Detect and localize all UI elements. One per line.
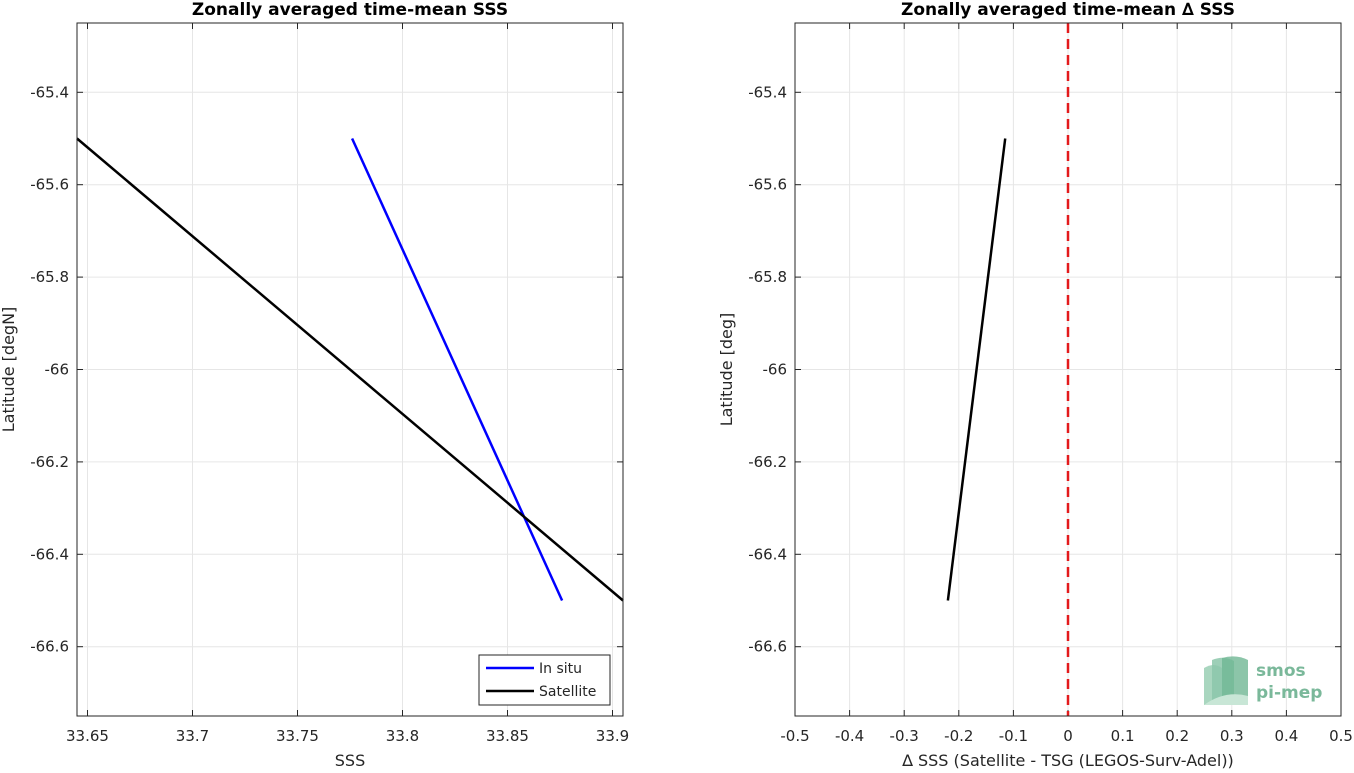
delta-sss-x-axis-label: ∆ SSS (Satellite - TSG (LEGOS-Surv-Adel)… bbox=[901, 751, 1234, 769]
delta-sss-y-tick-label: -66.4 bbox=[748, 545, 787, 563]
delta-sss-y-tick-label: -65.6 bbox=[748, 176, 787, 194]
delta-sss-y-tick-label: -66.6 bbox=[748, 638, 787, 656]
delta-sss-x-tick-label: 0.3 bbox=[1220, 727, 1244, 745]
logo-text-line1: smos bbox=[1256, 661, 1306, 681]
sss-y-tick-label: -66 bbox=[45, 361, 70, 379]
delta-sss-series-line-0 bbox=[946, 138, 1007, 601]
sss-panel: 33.65 33.7 33.75 33.8 33.85 33.9 -65.4 -65.6 -65… bbox=[0, 0, 629, 770]
delta-sss-chart-title: Zonally averaged time-mean ∆ SSS bbox=[901, 0, 1235, 20]
logo-waves-icon bbox=[1204, 656, 1248, 705]
sss-series-line-satellite bbox=[76, 137, 624, 602]
sss-y-tick-label: -65.6 bbox=[30, 176, 69, 194]
sss-axes-frame bbox=[76, 22, 624, 717]
sss-chart-title: Zonally averaged time-mean SSS bbox=[192, 0, 508, 20]
delta-sss-x-tick-label: 0.5 bbox=[1329, 727, 1353, 745]
legend-label-in-situ: In situ bbox=[539, 661, 582, 677]
sss-x-tick-label: 33.75 bbox=[276, 727, 319, 745]
delta-sss-panel: -0.5 -0.4 -0.3 -0.2 -0.1 0 0.1 0.2 0.3 0.4 0.5 -65.… bbox=[717, 0, 1353, 770]
delta-sss-axes-frame bbox=[794, 22, 1342, 717]
sss-y-tick-label: -66.4 bbox=[30, 545, 69, 563]
sss-legend: In situ Satellite bbox=[478, 654, 611, 706]
sss-ticks: 33.65 33.7 33.75 33.8 33.85 33.9 -65.4 -65.6 -65… bbox=[30, 23, 629, 745]
sss-x-tick-label: 33.7 bbox=[176, 727, 209, 745]
delta-sss-y-tick-label: -65.8 bbox=[748, 268, 787, 286]
delta-sss-x-tick-label: -0.3 bbox=[890, 727, 919, 745]
sss-y-tick-label: -65.8 bbox=[30, 268, 69, 286]
delta-sss-x-tick-label: -0.4 bbox=[835, 727, 864, 745]
legend-label-satellite: Satellite bbox=[539, 684, 596, 700]
sss-y-tick-label: -65.4 bbox=[30, 83, 69, 101]
delta-sss-x-tick-label: 0.1 bbox=[1111, 727, 1135, 745]
delta-sss-x-tick-label: 0.4 bbox=[1274, 727, 1298, 745]
delta-sss-x-tick-label: 0.2 bbox=[1165, 727, 1189, 745]
logo-text-line2: pi-mep bbox=[1256, 683, 1322, 703]
delta-sss-x-tick-label: -0.2 bbox=[944, 727, 973, 745]
smos-pi-mep-logo: smos pi-mep bbox=[1204, 656, 1322, 705]
sss-x-axis-label: SSS bbox=[335, 751, 365, 769]
delta-sss-y-tick-label: -65.4 bbox=[748, 83, 787, 101]
sss-x-tick-label: 33.8 bbox=[386, 727, 419, 745]
delta-sss-series bbox=[946, 138, 1007, 601]
delta-sss-x-tick-label: -0.1 bbox=[999, 727, 1028, 745]
sss-x-tick-label: 33.9 bbox=[596, 727, 629, 745]
sss-x-tick-label: 33.85 bbox=[486, 727, 529, 745]
legend-box bbox=[478, 654, 611, 706]
delta-sss-y-axis-label: Latitude [deg] bbox=[717, 313, 736, 427]
sss-x-tick-label: 33.65 bbox=[66, 727, 109, 745]
sss-y-axis-label: Latitude [degN] bbox=[0, 307, 18, 433]
delta-sss-y-tick-label: -66 bbox=[763, 361, 788, 379]
delta-sss-ticks: -0.5 -0.4 -0.3 -0.2 -0.1 0 0.1 0.2 0.3 0.4 0.5 -65.… bbox=[748, 23, 1353, 745]
delta-sss-y-tick-label: -66.2 bbox=[748, 453, 787, 471]
sss-y-tick-label: -66.6 bbox=[30, 638, 69, 656]
sss-series-line-in-situ bbox=[350, 137, 564, 602]
delta-sss-x-tick-label: 0 bbox=[1063, 727, 1073, 745]
sss-y-tick-label: -66.2 bbox=[30, 453, 69, 471]
sss-series bbox=[76, 137, 624, 602]
delta-sss-x-tick-label: -0.5 bbox=[780, 727, 809, 745]
